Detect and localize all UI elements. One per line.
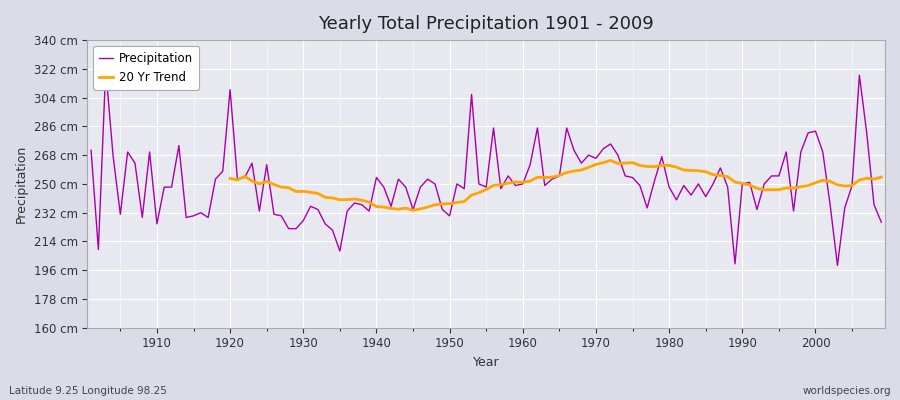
20 Yr Trend <box>225 176 236 181</box>
Precipitation <box>876 220 886 225</box>
20 Yr Trend <box>861 176 872 181</box>
Precipitation <box>832 263 842 268</box>
20 Yr Trend <box>429 202 440 207</box>
20 Yr Trend <box>796 184 806 189</box>
20 Yr Trend <box>605 158 616 163</box>
Title: Yearly Total Precipitation 1901 - 2009: Yearly Total Precipitation 1901 - 2009 <box>319 15 654 33</box>
Precipitation <box>312 207 323 212</box>
Precipitation <box>613 153 624 158</box>
20 Yr Trend <box>876 175 886 180</box>
Precipitation <box>86 148 96 153</box>
20 Yr Trend <box>408 208 418 213</box>
Precipitation <box>100 66 111 71</box>
Legend: Precipitation, 20 Yr Trend: Precipitation, 20 Yr Trend <box>94 46 199 90</box>
X-axis label: Year: Year <box>472 356 500 369</box>
Precipitation <box>518 182 528 186</box>
Text: Latitude 9.25 Longitude 98.25: Latitude 9.25 Longitude 98.25 <box>9 386 166 396</box>
20 Yr Trend <box>693 168 704 173</box>
20 Yr Trend <box>312 191 323 196</box>
Precipitation <box>151 222 162 226</box>
Text: worldspecies.org: worldspecies.org <box>803 386 891 396</box>
Line: 20 Yr Trend: 20 Yr Trend <box>230 160 881 210</box>
Precipitation <box>525 162 535 167</box>
Precipitation <box>356 202 367 207</box>
20 Yr Trend <box>781 186 792 190</box>
Line: Precipitation: Precipitation <box>91 69 881 266</box>
Y-axis label: Precipitation: Precipitation <box>15 145 28 223</box>
